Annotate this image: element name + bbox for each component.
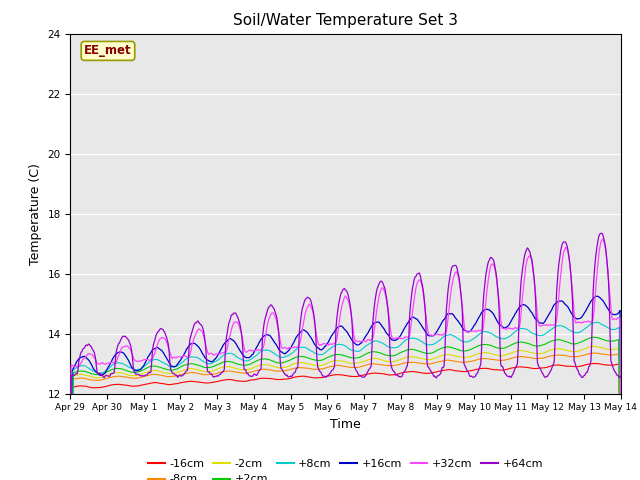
+64cm xyxy=(617,373,625,379)
-2cm xyxy=(218,364,226,370)
+32cm xyxy=(617,460,625,466)
Line: -2cm: -2cm xyxy=(70,346,621,480)
Line: +64cm: +64cm xyxy=(70,233,621,480)
+16cm xyxy=(429,333,436,338)
Y-axis label: Temperature (C): Temperature (C) xyxy=(29,163,42,264)
+32cm xyxy=(429,333,436,338)
-16cm xyxy=(413,369,420,375)
-2cm xyxy=(591,343,598,349)
+16cm xyxy=(133,368,141,373)
-2cm xyxy=(429,356,436,362)
Line: +2cm: +2cm xyxy=(70,337,621,480)
+16cm xyxy=(189,340,196,346)
-16cm xyxy=(133,383,141,389)
+64cm xyxy=(133,371,141,377)
+16cm xyxy=(617,418,625,424)
-8cm xyxy=(189,370,196,375)
+8cm xyxy=(77,363,84,369)
+64cm xyxy=(429,371,436,377)
+32cm xyxy=(189,339,196,345)
+32cm xyxy=(598,237,606,242)
Text: EE_met: EE_met xyxy=(84,44,132,58)
+32cm xyxy=(133,359,141,364)
Line: -16cm: -16cm xyxy=(70,363,621,480)
+16cm xyxy=(413,316,420,322)
+32cm xyxy=(218,350,226,356)
+32cm xyxy=(77,361,84,367)
-8cm xyxy=(133,375,141,381)
+32cm xyxy=(413,283,420,288)
+64cm xyxy=(77,352,84,358)
-16cm xyxy=(218,378,226,384)
Legend: -16cm, -8cm, -2cm, +2cm, +8cm, +16cm, +32cm, +64cm: -16cm, -8cm, -2cm, +2cm, +8cm, +16cm, +3… xyxy=(144,455,547,480)
+8cm xyxy=(218,354,226,360)
+64cm xyxy=(218,370,226,375)
-16cm xyxy=(189,379,196,384)
+2cm xyxy=(133,369,141,375)
+8cm xyxy=(593,319,601,325)
-8cm xyxy=(218,369,226,374)
+2cm xyxy=(413,348,420,353)
-2cm xyxy=(189,366,196,372)
+2cm xyxy=(591,334,598,340)
X-axis label: Time: Time xyxy=(330,418,361,431)
Line: +8cm: +8cm xyxy=(70,322,621,480)
-8cm xyxy=(413,360,420,365)
Title: Soil/Water Temperature Set 3: Soil/Water Temperature Set 3 xyxy=(233,13,458,28)
-2cm xyxy=(413,354,420,360)
+8cm xyxy=(413,336,420,342)
+2cm xyxy=(189,361,196,367)
+2cm xyxy=(218,360,226,366)
+16cm xyxy=(218,345,226,350)
+2cm xyxy=(77,368,84,374)
+8cm xyxy=(133,367,141,372)
+8cm xyxy=(617,466,625,472)
Line: +32cm: +32cm xyxy=(70,240,621,480)
-2cm xyxy=(133,372,141,378)
+16cm xyxy=(77,355,84,361)
-8cm xyxy=(591,350,598,356)
+8cm xyxy=(189,354,196,360)
+64cm xyxy=(597,230,605,236)
+64cm xyxy=(413,273,420,278)
Line: -8cm: -8cm xyxy=(70,353,621,480)
-16cm xyxy=(429,370,436,375)
+2cm xyxy=(429,350,436,356)
-16cm xyxy=(592,360,600,366)
-16cm xyxy=(77,383,84,389)
-8cm xyxy=(77,375,84,381)
+16cm xyxy=(593,293,600,299)
+64cm xyxy=(189,326,196,332)
+8cm xyxy=(429,342,436,348)
-8cm xyxy=(429,360,436,366)
-2cm xyxy=(77,372,84,377)
Line: +16cm: +16cm xyxy=(70,296,621,480)
